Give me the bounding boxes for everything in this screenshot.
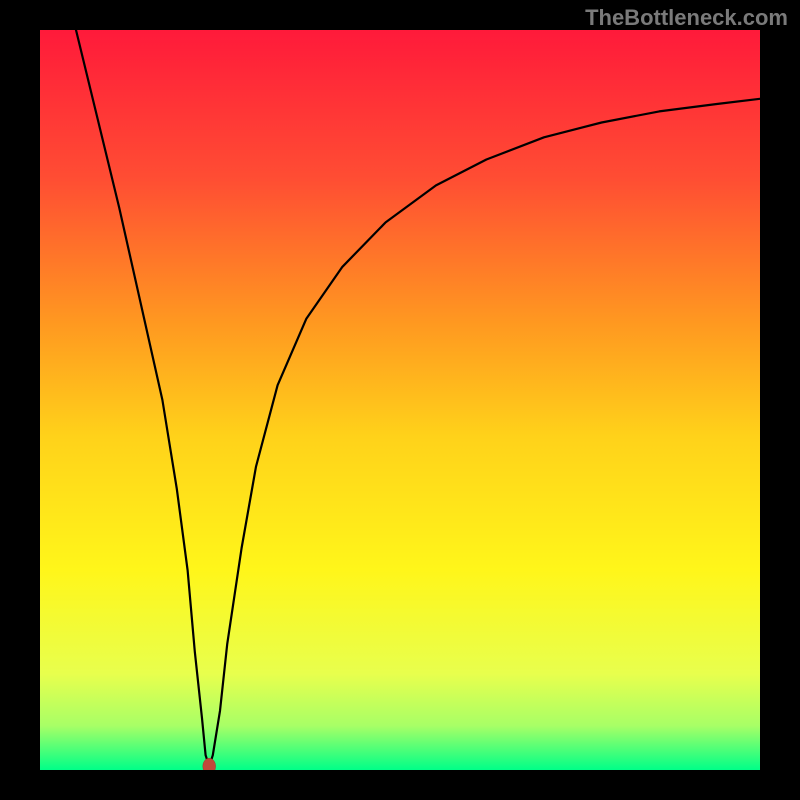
- watermark-text: TheBottleneck.com: [585, 5, 788, 31]
- plot-area: [40, 30, 760, 770]
- bottleneck-curve: [76, 30, 760, 766]
- chart-frame: TheBottleneck.com: [0, 0, 800, 800]
- chart-svg: [40, 30, 760, 770]
- minimum-marker: [203, 758, 216, 770]
